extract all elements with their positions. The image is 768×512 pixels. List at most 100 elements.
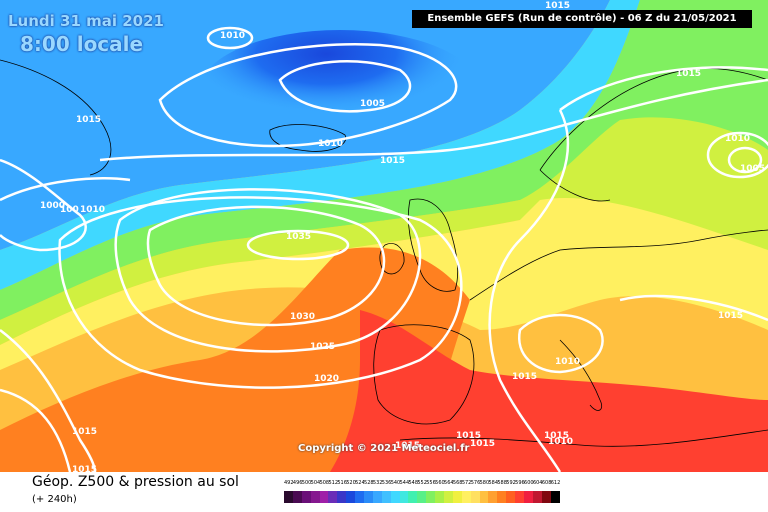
forecast-local-time: 8:00 locale [20, 32, 144, 56]
legend-cell: 540 [390, 479, 401, 504]
legend-swatch [310, 491, 320, 503]
legend-label: 548 [408, 480, 419, 486]
isobar-1015-north [99, 78, 768, 162]
label-1035: 1035 [286, 232, 311, 242]
legend-cell: 600 [524, 479, 534, 504]
legend-cell: 560 [435, 479, 445, 504]
isobar-1015-sw [0, 388, 72, 472]
label-1015-f: 1015 [72, 427, 97, 437]
legend-cell: 508 [319, 479, 329, 504]
legend-cell: 520 [346, 479, 356, 504]
legend-cell: 580 [479, 479, 490, 504]
forecast-date: Lundi 31 mai 2021 [8, 12, 164, 30]
legend-label: 556 [426, 480, 436, 486]
legend-label: 528 [364, 480, 374, 486]
label-1010-c: 1010 [725, 134, 750, 144]
isobar-1010-gl [206, 26, 254, 50]
legend-swatch [497, 491, 507, 503]
label-1005-a: 1005 [360, 99, 385, 109]
legend-cell: 504 [310, 479, 321, 504]
legend-swatch [444, 491, 453, 503]
label-1000: 1000 [40, 201, 65, 211]
legend-label: 580 [479, 480, 490, 486]
legend-label: 568 [452, 480, 463, 486]
scandinavia [539, 68, 768, 202]
legend-cell: 588 [497, 479, 507, 504]
copyright: Copyright © 2021 Meteociel.fr [298, 443, 470, 454]
british-isles [407, 198, 459, 292]
label-1015-a: 1015 [76, 115, 101, 125]
legend-label: 520 [346, 480, 356, 486]
legend-cell: 592 [506, 479, 516, 504]
legend-cell: 552 [417, 479, 427, 504]
label-1015-d: 1015 [676, 69, 701, 79]
legend-cell: 576 [470, 479, 481, 504]
footer-title: Géop. Z500 & pression au sol [32, 474, 239, 490]
label-1015-c: 1015 [545, 1, 570, 11]
field-lime [0, 117, 768, 345]
label-1015-h: 1015 [512, 372, 537, 382]
legend-cell: 524 [355, 479, 365, 504]
run-info: Ensemble GEFS (Run de contrôle) - 06 Z d… [412, 10, 752, 28]
legend-swatch [532, 491, 542, 503]
legend-label: 540 [390, 480, 401, 486]
legend-swatch [328, 491, 338, 503]
legend-swatch [364, 491, 373, 503]
ireland [379, 243, 405, 275]
legend-swatch [470, 491, 480, 503]
label-1020: 1020 [314, 374, 339, 384]
legend-cell: 516 [337, 479, 347, 504]
legend-label: 576 [470, 480, 481, 486]
label-1015-g: 1015 [72, 465, 97, 472]
label-1015-e: 1015 [718, 311, 743, 321]
legend-swatch [515, 491, 525, 503]
legend-label: 552 [417, 480, 427, 486]
footer-subtitle: (+ 240h) [32, 494, 77, 505]
label-1015-j: 1015 [544, 431, 569, 441]
legend-swatch [550, 491, 560, 503]
legend-cell: 512 [328, 479, 338, 504]
legend-label: 612 [550, 480, 561, 486]
label-1010-d: 1010 [80, 205, 105, 215]
isobar-labels: 1010 1005 1010 1015 1015 1015 1015 1015 … [40, 1, 765, 472]
isobar-1010-lowring [158, 43, 458, 148]
isobar-1015-se [619, 294, 768, 322]
isobar-1015-west [0, 176, 131, 472]
legend-swatch [346, 491, 356, 503]
label-1015-i: 1015 [456, 431, 481, 441]
iceland-coast [269, 124, 347, 152]
legend-label: 544 [399, 480, 410, 486]
weather-map: 1010 1005 1010 1015 1015 1015 1015 1015 … [0, 0, 768, 472]
legend-label: 572 [461, 480, 472, 486]
field-red [330, 310, 768, 472]
legend-cell: 500 [301, 479, 311, 504]
legend-label: 604 [532, 480, 543, 486]
isobar-1015-east [488, 66, 768, 472]
legend-cell: 544 [399, 479, 410, 504]
legend-swatch [355, 491, 365, 503]
legend-swatch [284, 491, 293, 503]
legend-label: 592 [506, 480, 516, 486]
iberia [373, 324, 475, 425]
legend-swatch [506, 491, 516, 503]
legend-swatch [292, 491, 302, 503]
label-1015-l: 1015 [470, 439, 495, 449]
isobar-1010-alps [517, 313, 604, 374]
legend-label: 596 [515, 480, 525, 486]
isobars [0, 26, 768, 472]
isobar-1000-left [0, 158, 87, 252]
legend-swatch [319, 491, 329, 503]
legend-cell: 528 [364, 479, 374, 504]
isobar-1005-lowring [278, 60, 412, 113]
isobar-1005-ne [727, 146, 763, 174]
legend-cell: 596 [515, 479, 525, 504]
legend-cell: 572 [461, 479, 472, 504]
isobar-1010-ne [706, 131, 768, 179]
greenland-coast [0, 59, 112, 176]
legend-cell: 608 [541, 479, 552, 504]
field-cyan [0, 0, 640, 290]
mediterranean-south [399, 429, 768, 447]
legend-swatch [390, 491, 400, 503]
legend-label: 608 [541, 480, 552, 486]
legend-label: 504 [310, 480, 321, 486]
